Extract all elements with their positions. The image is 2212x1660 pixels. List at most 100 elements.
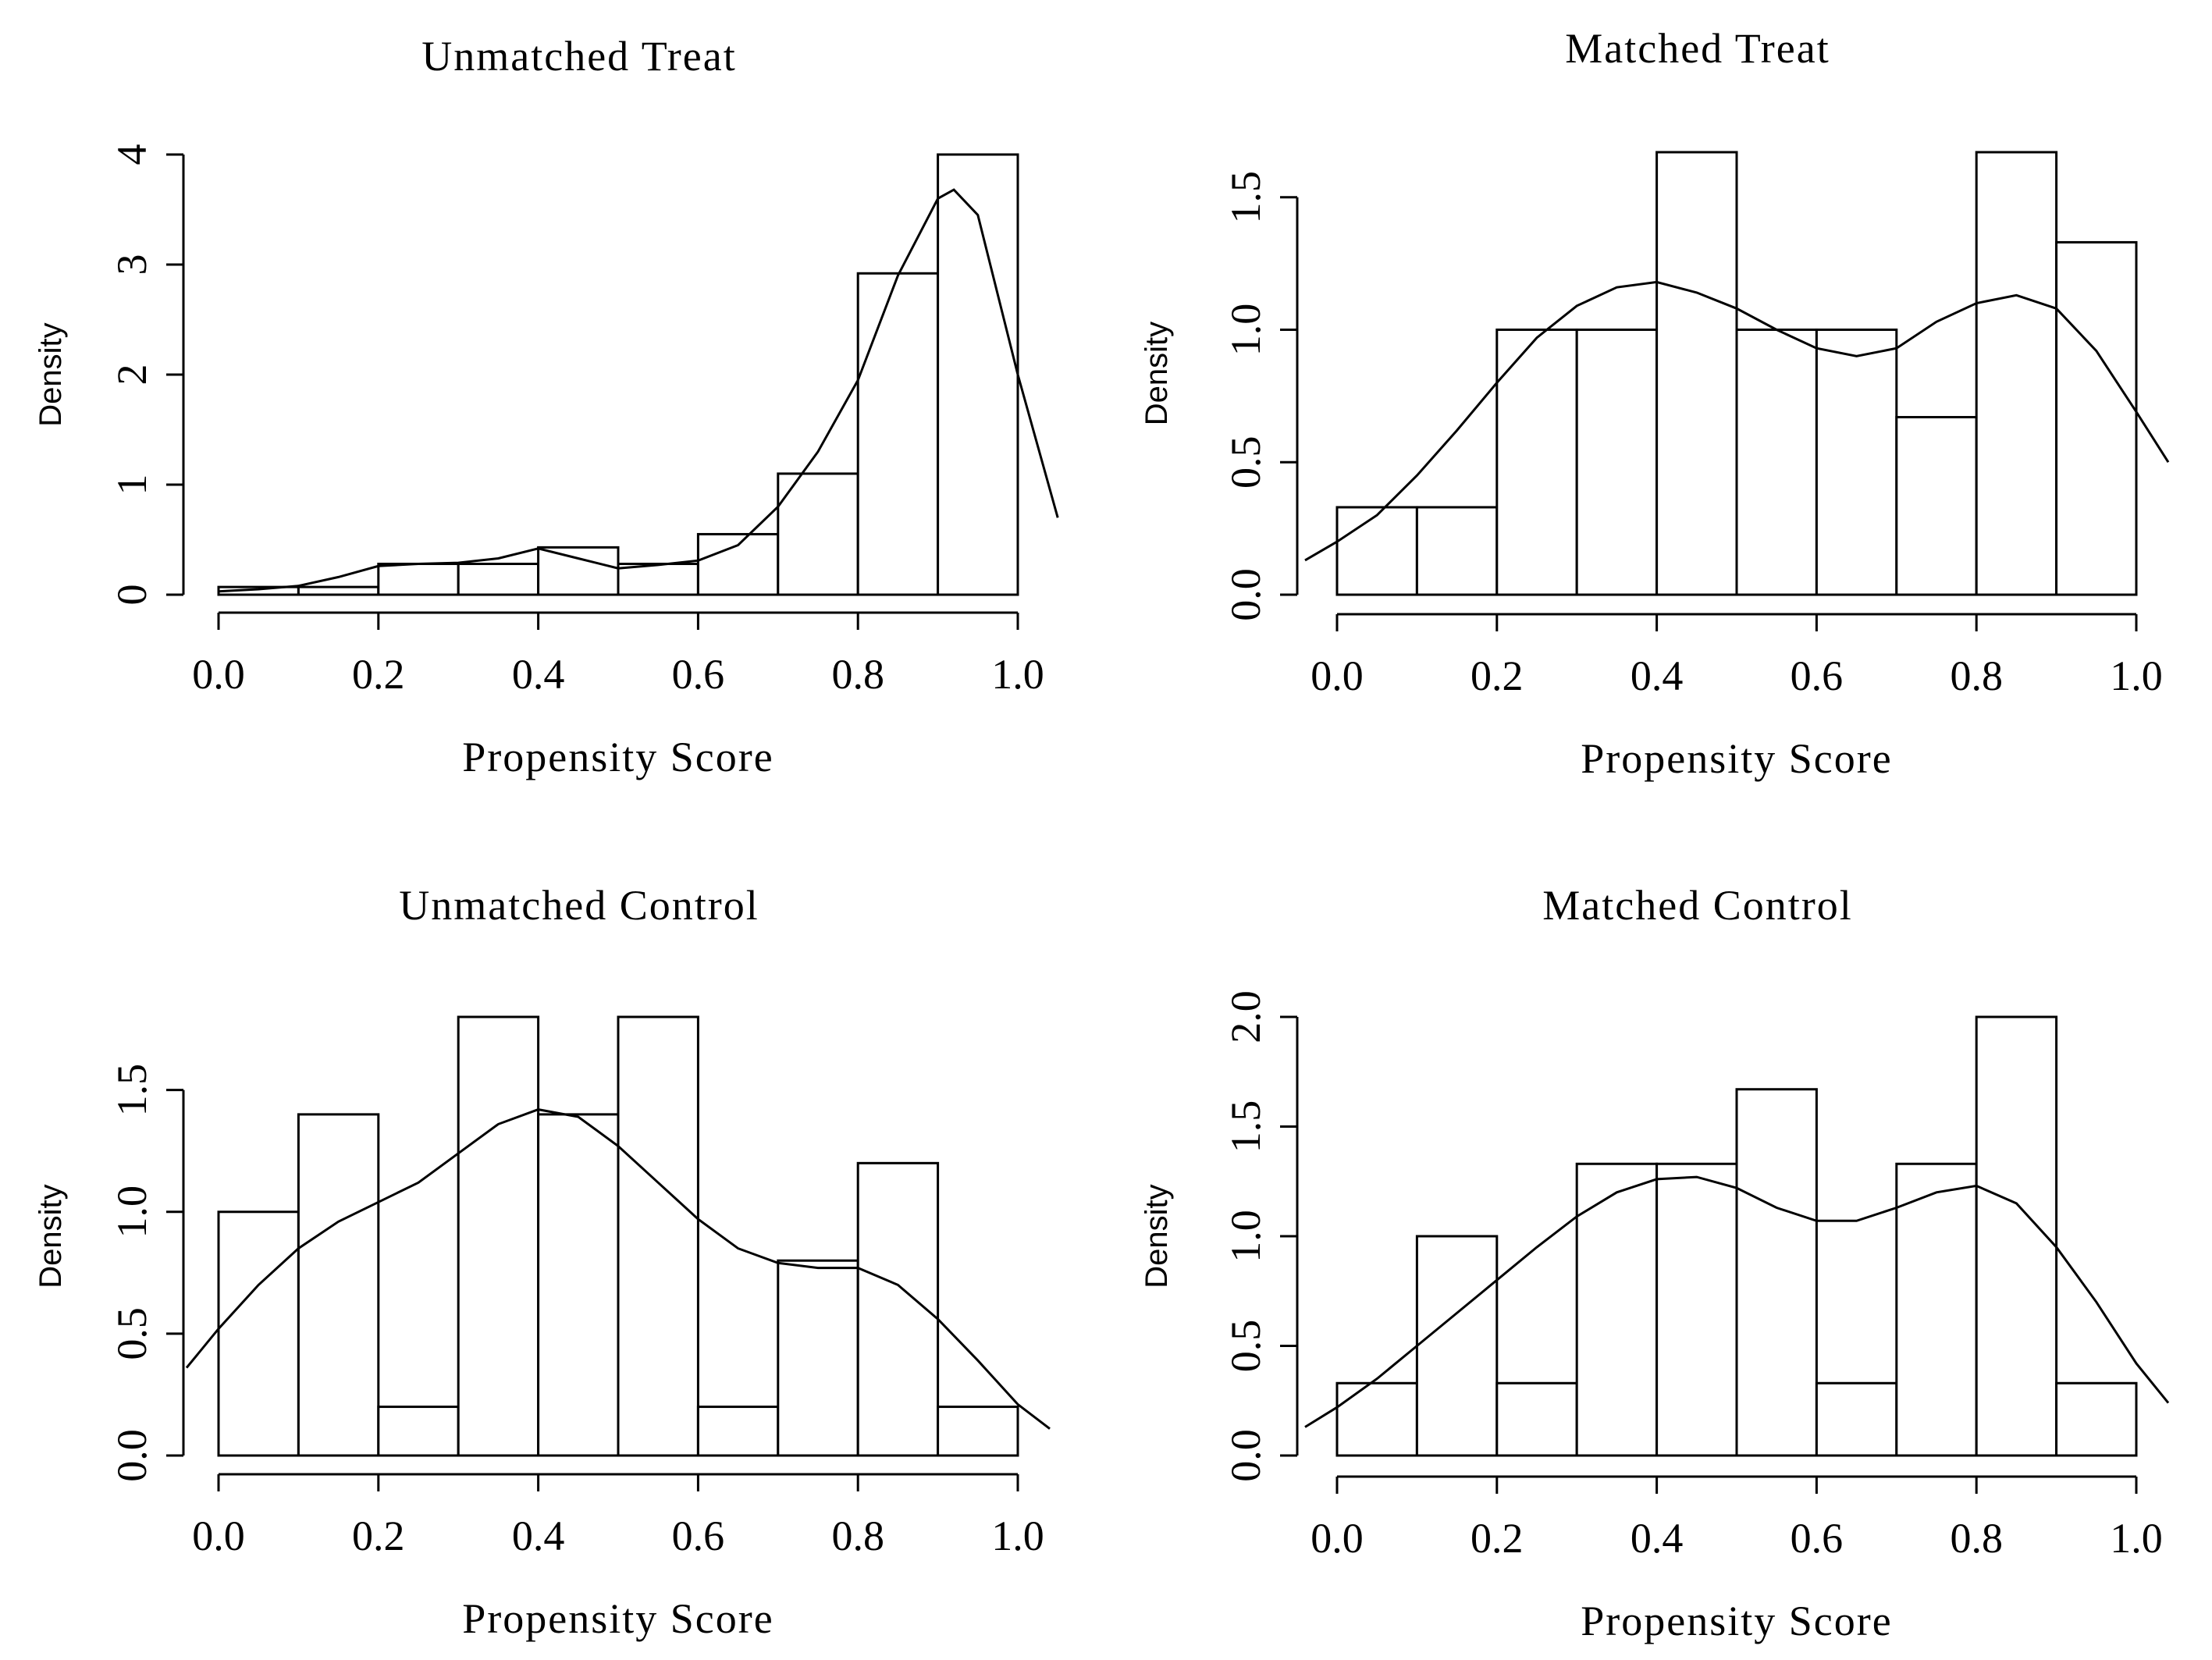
y-tick-label: 0 <box>108 585 155 606</box>
histogram-svg: Matched Control 0.0 0.2 0.4 0.6 0.8 1.0 Propens… <box>1140 882 2170 1644</box>
x-axis-label: Propensity Score <box>1581 1598 1892 1644</box>
y-tick-label: 0.0 <box>1222 1429 1269 1482</box>
chart-title: Matched Treat <box>1565 25 1830 72</box>
histogram-bar <box>937 153 1019 596</box>
chart-title: Unmatched Treat <box>421 33 736 80</box>
y-tick-label: 1.0 <box>1222 304 1269 357</box>
x-tick-label: 0.0 <box>192 651 245 698</box>
y-tick-label: 1.5 <box>108 1064 155 1117</box>
density-curve <box>218 188 1059 593</box>
y-tick-label: 3 <box>108 254 155 275</box>
histogram-bar <box>1335 1381 1418 1457</box>
histogram-bar <box>2055 240 2138 596</box>
x-tick-label: 0.8 <box>1950 1515 2003 1562</box>
histogram-svg: Matched Treat 0.0 0.2 0.4 0.6 0.8 1.0 Propensit… <box>1140 25 2170 782</box>
histogram-bar <box>696 532 780 596</box>
histogram-bar <box>537 546 620 596</box>
x-tick-label: 0.8 <box>1950 652 2003 699</box>
y-tick-label: 1.0 <box>1222 1210 1269 1263</box>
x-axis-label: Propensity Score <box>462 1595 773 1642</box>
histogram-bar <box>696 1406 780 1457</box>
x-tick-label: 0.4 <box>512 1512 565 1559</box>
histogram-bar <box>856 272 940 596</box>
x-tick-label: 0.2 <box>352 651 405 698</box>
histogram-bar <box>1415 1235 1499 1457</box>
y-axis-label: Density <box>34 322 68 426</box>
x-tick-label: 0.2 <box>352 1512 405 1559</box>
histogram-bar <box>297 585 380 596</box>
histogram-bar <box>1655 1162 1738 1457</box>
chart-title: Unmatched Control <box>399 882 759 929</box>
x-tick-label: 0.6 <box>672 1512 725 1559</box>
y-tick-label: 0.5 <box>1222 1320 1269 1373</box>
histogram-bar <box>217 1210 300 1457</box>
x-axis-label: Propensity Score <box>1581 735 1892 782</box>
histogram-bar <box>1815 328 1898 596</box>
y-axis-label: Density <box>34 1184 68 1288</box>
histogram-bar <box>1575 1162 1659 1457</box>
histogram-bar <box>1495 1381 1578 1457</box>
y-tick-label: 2.0 <box>1222 990 1269 1043</box>
x-axis-label: Propensity Score <box>462 734 773 780</box>
histogram-bar <box>1975 1015 2058 1457</box>
histogram-bar <box>1815 1381 1898 1457</box>
y-tick-label: 0.5 <box>108 1307 155 1360</box>
x-tick-label: 0.4 <box>512 651 565 698</box>
y-tick-label: 4 <box>108 144 155 165</box>
chart-title: Matched Control <box>1542 882 1852 929</box>
x-tick-label: 0.0 <box>1310 1515 1364 1562</box>
panel-matched-treat: Matched Treat 0.0 0.2 0.4 0.6 0.8 1.0 Propensit… <box>1106 0 2212 830</box>
x-tick-label: 1.0 <box>991 651 1044 698</box>
histogram-bar <box>617 563 699 596</box>
histogram-bar <box>1655 151 1738 596</box>
histogram-bar <box>1895 416 1978 596</box>
y-tick-label: 2 <box>108 364 155 386</box>
x-tick-label: 0.4 <box>1631 1515 1684 1562</box>
density-curve <box>1304 1175 2170 1428</box>
x-tick-label: 0.8 <box>831 1512 884 1559</box>
density-curve <box>1304 280 2170 562</box>
histogram-bar <box>1735 1088 1818 1457</box>
x-tick-label: 0.6 <box>672 651 725 698</box>
x-tick-label: 0.0 <box>192 1512 245 1559</box>
y-tick-label: 1.5 <box>1222 171 1269 224</box>
x-tick-label: 0.0 <box>1310 652 1364 699</box>
x-tick-label: 0.6 <box>1791 652 1844 699</box>
histogram-svg: Unmatched Control 0.0 0.2 0.4 0.6 0.8 1.0 Prope… <box>34 882 1051 1642</box>
histogram-bar <box>377 1406 460 1457</box>
y-tick-label: 0.0 <box>1222 568 1269 621</box>
histogram-bar <box>1495 328 1578 596</box>
y-tick-label: 0.0 <box>108 1429 155 1482</box>
x-tick-label: 1.0 <box>991 1512 1044 1559</box>
x-tick-label: 0.2 <box>1471 1515 1524 1562</box>
x-tick-label: 0.4 <box>1631 652 1684 699</box>
x-tick-label: 1.0 <box>2110 1515 2163 1562</box>
y-axis-label: Density <box>1140 1184 1174 1288</box>
x-tick-label: 0.6 <box>1791 1515 1844 1562</box>
panel-matched-control: Matched Control 0.0 0.2 0.4 0.6 0.8 1.0 Propens… <box>1106 830 2212 1660</box>
histogram-bar <box>1415 506 1499 596</box>
histogram-bar <box>297 1113 380 1457</box>
histogram-bar <box>377 563 460 596</box>
y-tick-label: 1 <box>108 475 155 496</box>
y-tick-label: 1.5 <box>1222 1100 1269 1153</box>
panel-unmatched-control: Unmatched Control 0.0 0.2 0.4 0.6 0.8 1.0 Prope… <box>0 830 1106 1660</box>
histogram-bar <box>1735 328 1818 596</box>
histogram-bar <box>537 1113 620 1457</box>
histogram-bar <box>856 1161 940 1457</box>
histogram-bar <box>1975 151 2058 596</box>
x-tick-label: 0.8 <box>831 651 884 698</box>
x-tick-label: 0.2 <box>1471 652 1524 699</box>
x-tick-label: 1.0 <box>2110 652 2163 699</box>
histogram-bar <box>617 1015 699 1457</box>
histogram-bar <box>1895 1162 1978 1457</box>
y-tick-label: 0.5 <box>1222 435 1269 489</box>
histogram-bar <box>1575 328 1659 596</box>
histogram-bar <box>457 563 540 596</box>
histogram-svg: Unmatched Treat 0.0 0.2 0.4 0.6 0.8 1.0 Propens… <box>34 33 1059 780</box>
y-tick-label: 1.0 <box>108 1185 155 1239</box>
histogram-bar <box>457 1015 540 1457</box>
density-curve <box>185 1108 1051 1430</box>
histogram-bar <box>1335 506 1418 596</box>
